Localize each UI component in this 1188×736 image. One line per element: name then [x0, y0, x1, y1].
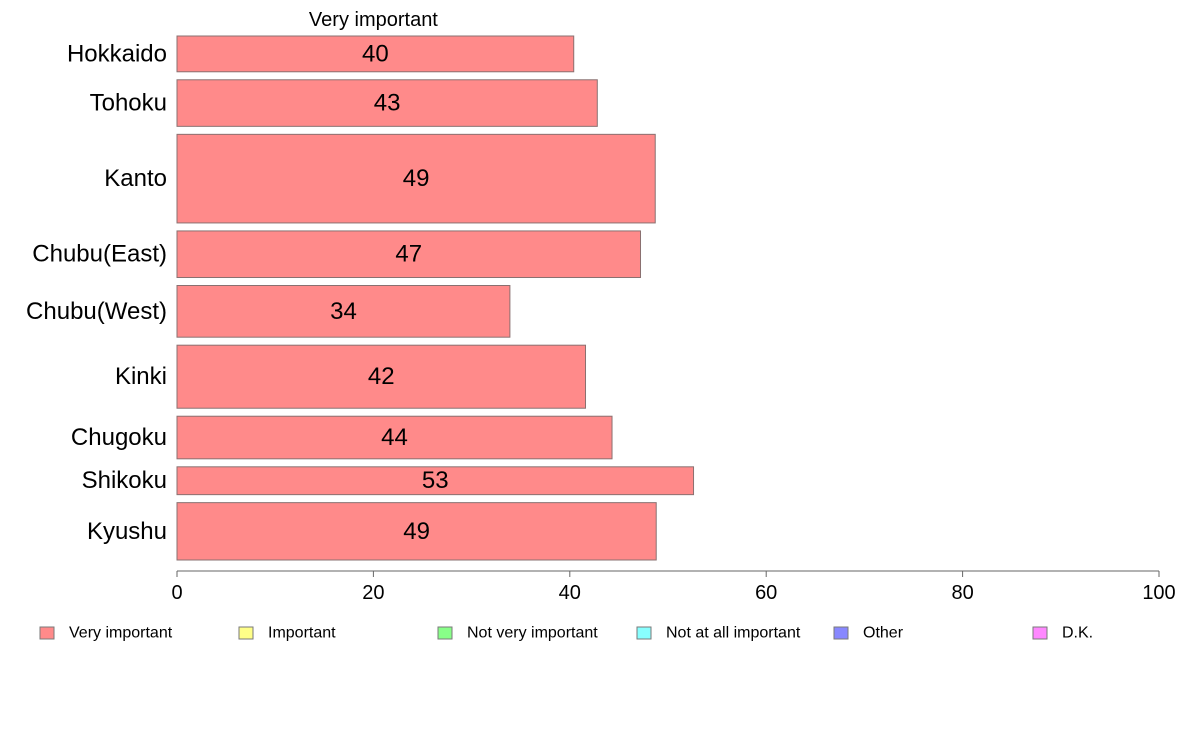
bars-group: 40 43 49 47 34 42 44 53 49: [176, 35, 695, 561]
category-label-kinki: Kinki: [115, 363, 167, 390]
x-tick-label-40: 40: [559, 582, 581, 604]
category-label-tohoku: Tohoku: [90, 90, 167, 117]
x-tick-label-20: 20: [362, 582, 384, 604]
legend-label-d-k: D.K.: [1062, 625, 1093, 642]
legend-swatch-important: [238, 626, 254, 640]
category-label-kyushu: Kyushu: [87, 518, 167, 545]
data-label-kinki: 42: [368, 363, 395, 390]
bar-kinki: [176, 344, 587, 409]
data-label-chubu-east: 47: [395, 241, 422, 268]
data-label-chubu-west: 34: [330, 298, 357, 325]
category-label-chubu-east: Chubu(East): [32, 241, 167, 268]
x-tick-label-60: 60: [755, 582, 777, 604]
data-label-kanto: 49: [403, 165, 430, 192]
legend-swatch-not-at-all-important: [636, 626, 652, 640]
legend-swatch-not-very-important: [437, 626, 453, 640]
data-label-shikoku: 53: [422, 467, 449, 494]
legend-swatch-other: [833, 626, 849, 640]
bar-kanto: [176, 133, 656, 224]
data-label-chugoku: 44: [381, 424, 408, 451]
legend-label-not-at-all-important: Not at all important: [666, 625, 801, 642]
x-tick-label-100: 100: [1142, 582, 1175, 604]
category-labels: Hokkaido Tohoku Kanto Chubu(East) Chubu(West…: [26, 40, 167, 544]
x-tick-label-0: 0: [171, 582, 182, 604]
data-label-hokkaido: 40: [362, 40, 389, 67]
category-label-shikoku: Shikoku: [82, 467, 167, 494]
legend-label-not-very-important: Not very important: [467, 625, 598, 642]
legend: Very important Important Not very importan…: [39, 625, 1093, 642]
bar-tohoku: [176, 79, 598, 127]
legend-swatch-very-important: [39, 626, 55, 640]
bar-chubu-east: [176, 230, 642, 279]
category-label-chugoku: Chugoku: [71, 424, 167, 451]
legend-label-important: Important: [268, 625, 336, 642]
x-axis: 0 20 40 60 80 100: [171, 570, 1176, 604]
category-label-kanto: Kanto: [104, 165, 167, 192]
x-tick-label-80: 80: [951, 582, 973, 604]
bar-chugoku: [176, 415, 613, 460]
legend-label-other: Other: [863, 625, 904, 642]
legend-swatch-d-k: [1032, 626, 1048, 640]
category-label-chubu-west: Chubu(West): [26, 298, 167, 325]
bar-hokkaido: [176, 35, 575, 73]
bar-shikoku: [176, 466, 695, 496]
legend-label-very-important: Very important: [69, 625, 173, 642]
chart-title: Very important: [309, 9, 438, 31]
bar-kyushu: [176, 502, 657, 561]
data-label-tohoku: 43: [374, 90, 401, 117]
category-label-hokkaido: Hokkaido: [67, 40, 167, 67]
bar-chubu-west: [176, 285, 511, 338]
data-label-kyushu: 49: [403, 518, 430, 545]
